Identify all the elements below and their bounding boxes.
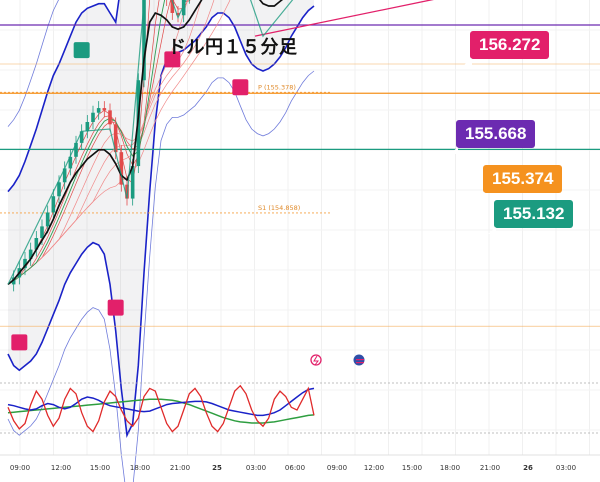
time-tick-label: 15:00 (90, 464, 110, 472)
candle-body (170, 0, 175, 13)
signal-marker (73, 42, 90, 59)
candle-body (85, 122, 90, 132)
candle-body (45, 212, 50, 227)
signal-markers (11, 42, 249, 351)
candle-body (113, 124, 118, 153)
signal-marker (107, 299, 124, 316)
candle-body (125, 184, 129, 199)
candle-body (74, 142, 78, 157)
candle-body (28, 249, 33, 259)
us-flag-stripes-2 (356, 362, 364, 364)
ma-ribbon-line (7, 0, 191, 285)
time-tick-label: 03:00 (556, 464, 576, 472)
candle-body (11, 277, 16, 285)
time-tick-label: 26 (523, 464, 533, 472)
zigzag-line (7, 0, 294, 285)
candlesticks (11, 0, 190, 292)
ma-ribbon-line (7, 0, 171, 285)
candle-body (68, 156, 73, 169)
candle-body (34, 238, 39, 250)
candle-body (57, 182, 61, 197)
candle-body (142, 0, 146, 81)
candle-body (108, 110, 112, 125)
time-tick-label: 25 (212, 464, 222, 472)
candle-body (23, 258, 27, 269)
price-tag-magenta[interactable]: 156.272 (463, 31, 550, 65)
time-tick-label: 12:00 (51, 464, 71, 472)
time-tick-label: 15:00 (402, 464, 422, 472)
outer-lower-band (7, 70, 315, 482)
pivot-label: S1 (154.858) (258, 204, 300, 212)
time-tick-label: 09:00 (327, 464, 347, 472)
candle-body (102, 108, 107, 111)
time-tick-label: 03:00 (246, 464, 266, 472)
time-tick-label: 21:00 (480, 464, 500, 472)
candle-body (91, 112, 95, 122)
candle-body (79, 131, 84, 143)
osc-red-line (7, 384, 315, 433)
candle-body (40, 226, 44, 238)
candle-body (51, 196, 56, 213)
time-axis: 09:00 12:00 15:00 18:00 21:00 25 03:00 06:00 09:… (0, 454, 600, 472)
time-tick-label: 09:00 (10, 464, 30, 472)
candle-body (119, 152, 124, 185)
us-flag-stripes (356, 359, 364, 361)
time-tick-label: 18:00 (130, 464, 150, 472)
oscillator-pane (0, 382, 600, 434)
candle-body (130, 166, 135, 199)
candle-body (181, 0, 186, 16)
lower-band (7, 5, 315, 438)
time-tick-label: 21:00 (170, 464, 190, 472)
lightning-event-glyph (313, 355, 319, 366)
time-tick-label: 12:00 (364, 464, 384, 472)
time-tick-label: 06:00 (285, 464, 305, 472)
signal-marker (164, 51, 181, 68)
price-tag-purple[interactable]: 155.668 (449, 120, 536, 154)
chart-title: ドル円１５分足 (168, 37, 298, 58)
time-tick-label: 18:00 (440, 464, 460, 472)
candle-body (176, 12, 180, 16)
black-ma-line (7, 0, 284, 286)
band-fill (8, 0, 314, 436)
candle-body (96, 108, 101, 113)
signal-marker (232, 79, 249, 96)
price-tag-teal[interactable]: 155.132 (487, 200, 574, 234)
pivot-label: P (155.378) (258, 83, 296, 91)
signal-marker (11, 334, 28, 351)
green-ma-line (7, 0, 166, 285)
price-tag-orange[interactable]: 155.374 (476, 165, 563, 199)
trend-line (254, 0, 434, 37)
ma-ribbon-line (7, 0, 231, 285)
main-lines (7, 0, 294, 286)
lightning-event-icon[interactable] (310, 354, 322, 366)
candle-body (62, 168, 67, 183)
event-icons (310, 354, 365, 366)
